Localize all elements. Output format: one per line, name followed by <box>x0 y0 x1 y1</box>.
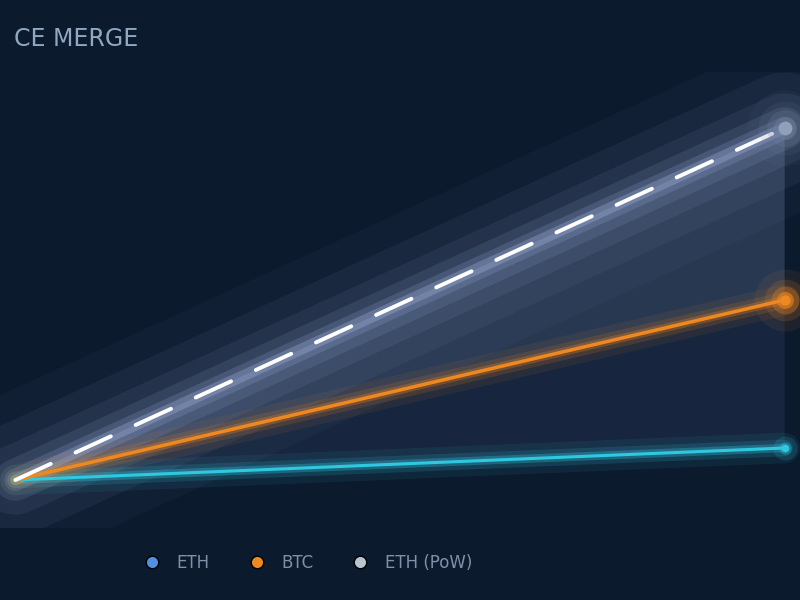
Point <box>778 295 791 305</box>
Point <box>778 443 791 453</box>
Text: CE MERGE: CE MERGE <box>14 27 138 51</box>
Point <box>778 123 791 133</box>
Point <box>778 123 791 133</box>
Point <box>778 295 791 305</box>
Point <box>778 295 791 305</box>
Point <box>778 443 791 453</box>
Point <box>778 123 791 133</box>
Point <box>778 443 791 453</box>
Polygon shape <box>15 128 785 480</box>
Point <box>778 123 791 133</box>
Point <box>778 295 791 305</box>
Legend: ETH, BTC, ETH (PoW): ETH, BTC, ETH (PoW) <box>129 548 479 579</box>
Point <box>778 123 791 133</box>
Polygon shape <box>15 128 785 480</box>
Point <box>778 295 791 305</box>
